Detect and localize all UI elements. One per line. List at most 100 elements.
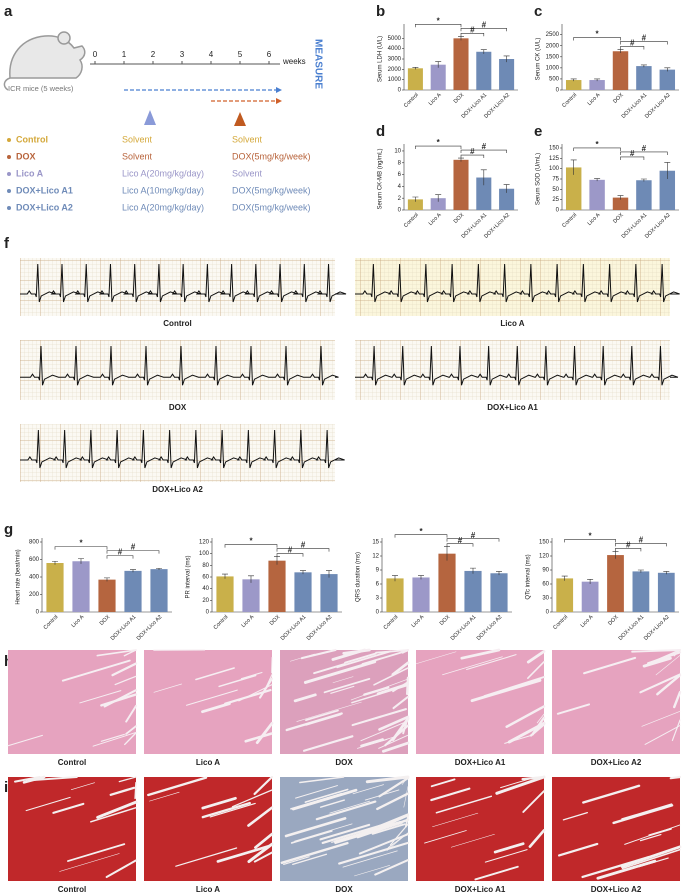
error-bar bbox=[156, 567, 162, 570]
significance-mark: # bbox=[458, 536, 463, 545]
tissue-gap bbox=[557, 842, 599, 857]
group-name: Control bbox=[16, 134, 48, 144]
histology-label: Control bbox=[58, 885, 86, 894]
error-bar bbox=[587, 579, 594, 584]
significance-mark: * bbox=[437, 138, 441, 147]
y-tick-label: 25 bbox=[552, 197, 559, 203]
tissue-gap bbox=[299, 776, 345, 784]
tissue-gap bbox=[293, 693, 317, 703]
error-bar bbox=[503, 55, 510, 63]
x-tick-label: DOX+Lico A1 bbox=[110, 614, 138, 642]
tissue bbox=[144, 777, 272, 881]
measure-label: MEASURE bbox=[312, 39, 323, 89]
ecg-trace bbox=[355, 263, 680, 303]
y-tick-label: 0 bbox=[376, 610, 380, 616]
error-bar bbox=[300, 570, 306, 575]
histology-label: Lico A bbox=[196, 758, 220, 767]
bar bbox=[476, 177, 492, 210]
significance-bracket bbox=[573, 37, 621, 41]
group-treatment: DOX(5mg/kg/week) bbox=[232, 185, 311, 195]
y-tick-label: 8 bbox=[398, 160, 402, 166]
tissue-gap bbox=[371, 823, 406, 835]
y-tick-label: 9 bbox=[376, 568, 380, 574]
bar bbox=[430, 64, 446, 90]
tissue-gap bbox=[401, 776, 409, 785]
bar bbox=[659, 170, 676, 210]
tissue-gap bbox=[14, 775, 41, 783]
y-tick-label: 0 bbox=[398, 208, 402, 214]
bar bbox=[242, 579, 260, 612]
histology-label: DOX+Lico A2 bbox=[591, 885, 642, 894]
histology-label: DOX+Lico A1 bbox=[455, 758, 506, 767]
ecg-label: Control bbox=[163, 319, 191, 328]
tissue-gap bbox=[216, 844, 271, 863]
tissue-gap bbox=[532, 716, 546, 735]
histology-label: DOX+Lico A2 bbox=[591, 758, 642, 767]
y-tick-label: 125 bbox=[549, 156, 560, 162]
y-tick-label: 15 bbox=[372, 540, 379, 546]
timeline-tick-label: 1 bbox=[122, 50, 127, 59]
tissue-gap bbox=[562, 812, 588, 821]
y-tick-label: 0 bbox=[206, 610, 210, 616]
bar bbox=[268, 560, 286, 612]
tissue bbox=[416, 650, 544, 754]
tissue-gap bbox=[292, 853, 328, 866]
histology-label: Control bbox=[58, 758, 86, 767]
tissue bbox=[416, 777, 544, 881]
bar bbox=[490, 573, 508, 612]
significance-bracket bbox=[415, 23, 462, 28]
tissue-gap bbox=[92, 731, 137, 747]
tissue-gap bbox=[153, 683, 182, 693]
tissue-gap bbox=[123, 649, 137, 657]
timeline-tick-label: 4 bbox=[209, 50, 214, 59]
tissue-gap bbox=[100, 733, 125, 742]
significance-mark: # bbox=[118, 548, 123, 557]
mouse-icon bbox=[9, 35, 86, 79]
tissue-gap bbox=[32, 776, 78, 782]
ecg-grid bbox=[355, 258, 670, 316]
histology-label: Lico A bbox=[196, 885, 220, 894]
y-tick-label: 50 bbox=[552, 187, 559, 193]
group-treatment: Solvent bbox=[122, 134, 153, 144]
tissue-gap bbox=[124, 732, 137, 746]
x-tick-label: Control bbox=[561, 212, 578, 229]
x-tick-label: Control bbox=[213, 614, 230, 631]
tissue-gap bbox=[435, 795, 493, 814]
tissue-gap bbox=[460, 648, 501, 660]
bar bbox=[499, 59, 515, 90]
bar bbox=[294, 572, 312, 612]
tissue-gap bbox=[483, 676, 545, 698]
error-bar bbox=[640, 64, 647, 68]
tissue-gap bbox=[331, 834, 356, 843]
y-tick-label: 10 bbox=[394, 149, 401, 155]
mouse-ear bbox=[57, 31, 71, 45]
y-tick-label: 80 bbox=[202, 563, 209, 569]
tissue-gap bbox=[673, 690, 682, 709]
histology-image bbox=[552, 649, 682, 754]
bar bbox=[412, 577, 430, 612]
y-tick-label: 0 bbox=[556, 88, 560, 94]
tissue-gap bbox=[495, 775, 546, 795]
y-tick-label: 120 bbox=[199, 540, 210, 546]
timeline-tick-label: 0 bbox=[93, 50, 98, 59]
error-bar bbox=[412, 196, 419, 202]
mouse-label: ICR mice (5 weeks) bbox=[8, 84, 74, 93]
tissue-gap bbox=[290, 792, 343, 810]
significance-bracket bbox=[460, 32, 485, 37]
tissue-gap bbox=[656, 673, 682, 696]
significance-bracket bbox=[106, 550, 160, 554]
x-tick-label: DOX bbox=[612, 92, 625, 105]
x-tick-label: DOX+Lico A1 bbox=[450, 614, 478, 642]
tissue-gap bbox=[500, 778, 530, 789]
tissue-gap bbox=[474, 865, 519, 881]
tissue-gap bbox=[329, 800, 371, 814]
tissue-gap bbox=[195, 667, 235, 681]
significance-mark: # bbox=[642, 144, 647, 153]
error-bar bbox=[444, 546, 450, 561]
x-tick-label: Lico A bbox=[71, 614, 86, 629]
tissue-gap bbox=[470, 678, 542, 703]
x-tick-label: Lico A bbox=[428, 92, 443, 107]
tissue-gap bbox=[201, 702, 231, 714]
significance-bracket bbox=[620, 151, 668, 155]
tissue-gap bbox=[521, 775, 546, 781]
